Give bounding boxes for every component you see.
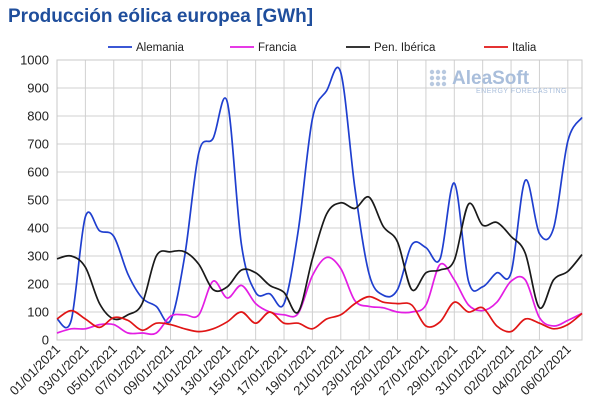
y-tick-label: 400 [27,221,49,236]
y-tick-label: 300 [27,249,49,264]
series-line-pen-ib-rica [56,195,583,321]
plot-frame [56,59,583,341]
y-tick-label: 900 [27,81,49,96]
series-line-francia [56,256,583,336]
legend-label: Francia [258,42,297,54]
y-tick-label: 500 [27,193,49,208]
legend-label: Alemania [136,42,185,54]
legend-label: Pen. Ibérica [374,42,436,54]
y-tick-label: 200 [27,277,49,292]
y-tick-label: 0 [42,333,49,348]
logo-dots-icon [429,69,447,87]
legend-label: Italia [512,42,537,54]
grid-layer [56,59,583,341]
y-tick-label: 1000 [20,53,49,68]
y-tick-label: 600 [27,165,49,180]
logo-tagline: ENERGY FORECASTING [476,88,567,95]
y-tick-label: 100 [27,305,49,320]
y-tick-label: 700 [27,137,49,152]
aleasoft-logo: AleaSoft ENERGY FORECASTING [429,68,567,95]
legend: Alemania Francia Pen. Ibérica Italia [108,42,537,54]
series-line-alemania [56,66,583,329]
series-layer [56,66,583,336]
logo-name: AleaSoft [452,68,530,89]
y-tick-label: 800 [27,109,49,124]
chart-title: Producción eólica europea [GWh] [8,6,314,27]
series-line-italia [56,295,583,333]
